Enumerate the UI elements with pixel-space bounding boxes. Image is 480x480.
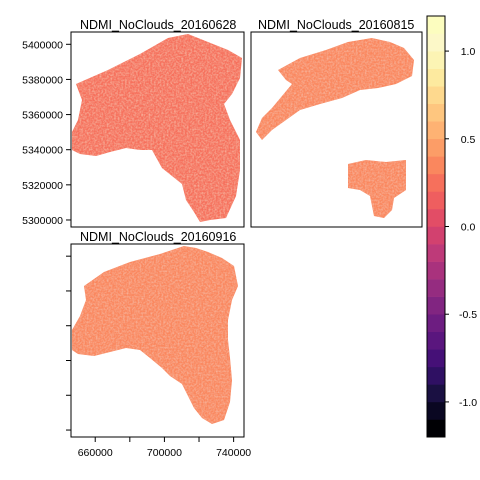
panel-1-title: NDMI_NoClouds_20160628	[80, 18, 236, 32]
y-axis-panel-1: 5300000 5320000 5340000 5360000 5380000 54000…	[22, 39, 71, 227]
x-axis-panel-3: 660000 700000 740000	[78, 437, 251, 459]
y-tick-label: 5300000	[22, 215, 63, 227]
y-axis-panel-3	[66, 255, 71, 431]
colorbar-bin	[427, 384, 445, 403]
colorbar-tick-label: -0.5	[459, 309, 477, 321]
colorbar-bin	[427, 68, 445, 87]
colorbar-bin	[427, 191, 445, 210]
panel-2-raster-texture	[256, 38, 414, 218]
colorbar-bin	[427, 226, 445, 245]
y-tick-label: 5320000	[22, 180, 63, 192]
colorbar-bin	[427, 314, 445, 333]
colorbar-bin	[427, 51, 445, 69]
x-tick-label: 740000	[216, 447, 251, 459]
y-tick-label: 5360000	[22, 110, 63, 122]
panel-2-raster	[256, 38, 414, 218]
colorbar-bin	[427, 138, 445, 157]
colorbar-bin	[427, 279, 445, 297]
colorbar-tick-label: 0.5	[461, 134, 476, 146]
colorbar-bin	[427, 366, 445, 385]
panel-1-raster	[72, 34, 242, 222]
colorbar-tick-label: -1.0	[459, 397, 477, 409]
colorbar	[426, 15, 446, 438]
colorbar-axis: -1.0 -0.5 0.0 0.5 1.0	[445, 46, 477, 409]
y-tick-label: 5400000	[22, 39, 63, 51]
colorbar-bin	[427, 33, 445, 52]
colorbar-bin	[427, 103, 445, 122]
colorbar-bin	[427, 208, 445, 227]
panel-2-title: NDMI_NoClouds_20160815	[258, 18, 414, 32]
y-tick-label: 5340000	[22, 145, 63, 157]
panel-3-raster-texture	[72, 246, 238, 424]
panel-3-frame	[70, 243, 245, 438]
colorbar-bin	[427, 419, 445, 438]
x-tick-label: 660000	[78, 447, 113, 459]
colorbar-bin	[427, 86, 445, 105]
panel-3-title: NDMI_NoClouds_20160916	[80, 230, 236, 244]
colorbar-bin	[427, 16, 445, 34]
colorbar-tick-label: 0.0	[461, 222, 476, 234]
colorbar-bin	[427, 173, 445, 192]
panel-3-raster	[72, 246, 238, 424]
colorbar-bin	[427, 156, 445, 175]
colorbar-bin	[427, 401, 445, 420]
panel-1-raster-texture	[72, 34, 242, 222]
colorbar-bin	[427, 296, 445, 315]
y-tick-label: 5380000	[22, 74, 63, 86]
colorbar-bin	[427, 349, 445, 368]
panel-1-frame	[70, 31, 245, 228]
colorbar-bin	[427, 121, 445, 140]
colorbar-bin	[427, 244, 445, 262]
x-tick-label: 700000	[147, 447, 182, 459]
colorbar-tick-label: 1.0	[461, 46, 476, 58]
colorbar-bin	[427, 331, 445, 350]
panel-2-frame	[250, 31, 423, 228]
colorbar-bin	[427, 261, 445, 280]
